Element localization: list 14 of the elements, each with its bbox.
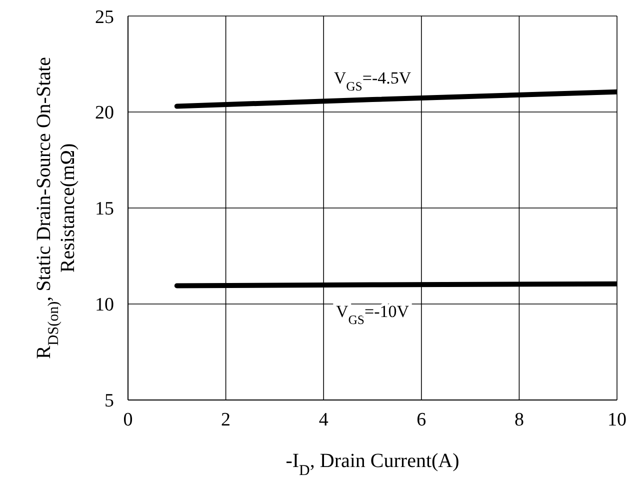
x-tick-label: 8: [514, 409, 524, 430]
x-axis-title: -I$_{D}$, Drain Current(A): [286, 450, 460, 479]
y-tick-label: 25: [95, 6, 114, 28]
x-tick-label: 0: [123, 409, 133, 430]
series-label: V$_{GS}$=-10V: [336, 302, 410, 327]
y-tick-label: 5: [104, 390, 114, 412]
x-tick-label: 2: [221, 409, 231, 430]
x-tick-label: 4: [318, 409, 329, 430]
y-tick-label: 20: [95, 102, 114, 124]
series-label: V$_{GS}$=-4.5V: [334, 68, 412, 94]
x-tick-label: 6: [416, 409, 426, 430]
y-tick-label: 10: [95, 294, 114, 316]
y-tick-label: 15: [95, 198, 114, 220]
x-tick-label: 10: [608, 409, 626, 430]
